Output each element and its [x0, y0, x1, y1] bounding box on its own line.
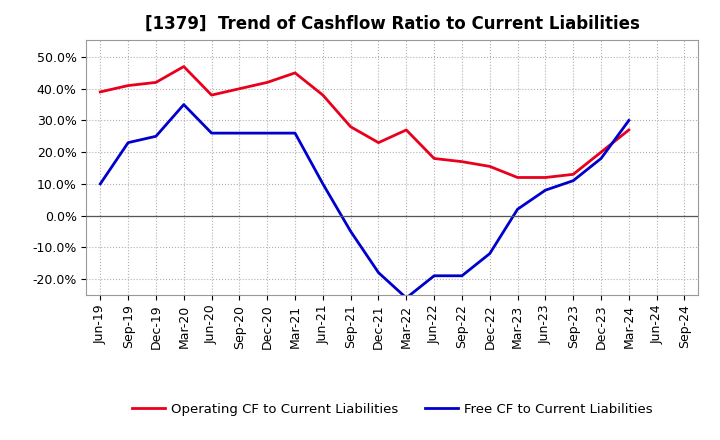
Operating CF to Current Liabilities — [263, 80, 271, 85]
Operating CF to Current Liabilities — [513, 175, 522, 180]
Operating CF to Current Liabilities — [402, 127, 410, 132]
Free CF to Current Liabilities — [291, 131, 300, 136]
Operating CF to Current Liabilities — [624, 127, 633, 132]
Free CF to Current Liabilities — [485, 251, 494, 256]
Operating CF to Current Liabilities — [569, 172, 577, 177]
Operating CF to Current Liabilities — [430, 156, 438, 161]
Operating CF to Current Liabilities — [541, 175, 550, 180]
Free CF to Current Liabilities — [569, 178, 577, 183]
Free CF to Current Liabilities — [346, 229, 355, 234]
Free CF to Current Liabilities — [263, 131, 271, 136]
Operating CF to Current Liabilities — [124, 83, 132, 88]
Operating CF to Current Liabilities — [346, 124, 355, 129]
Operating CF to Current Liabilities — [96, 89, 104, 95]
Title: [1379]  Trend of Cashflow Ratio to Current Liabilities: [1379] Trend of Cashflow Ratio to Curren… — [145, 15, 640, 33]
Operating CF to Current Liabilities — [235, 86, 243, 92]
Operating CF to Current Liabilities — [374, 140, 383, 145]
Free CF to Current Liabilities — [513, 206, 522, 212]
Free CF to Current Liabilities — [624, 118, 633, 123]
Free CF to Current Liabilities — [374, 270, 383, 275]
Free CF to Current Liabilities — [179, 102, 188, 107]
Operating CF to Current Liabilities — [152, 80, 161, 85]
Operating CF to Current Liabilities — [318, 92, 327, 98]
Operating CF to Current Liabilities — [597, 150, 606, 155]
Legend: Operating CF to Current Liabilities, Free CF to Current Liabilities: Operating CF to Current Liabilities, Fre… — [127, 397, 658, 421]
Operating CF to Current Liabilities — [207, 92, 216, 98]
Free CF to Current Liabilities — [458, 273, 467, 279]
Free CF to Current Liabilities — [124, 140, 132, 145]
Free CF to Current Liabilities — [152, 134, 161, 139]
Operating CF to Current Liabilities — [179, 64, 188, 69]
Line: Free CF to Current Liabilities: Free CF to Current Liabilities — [100, 105, 629, 298]
Operating CF to Current Liabilities — [291, 70, 300, 76]
Free CF to Current Liabilities — [430, 273, 438, 279]
Operating CF to Current Liabilities — [485, 164, 494, 169]
Free CF to Current Liabilities — [541, 187, 550, 193]
Free CF to Current Liabilities — [402, 295, 410, 301]
Free CF to Current Liabilities — [597, 156, 606, 161]
Free CF to Current Liabilities — [318, 181, 327, 187]
Line: Operating CF to Current Liabilities: Operating CF to Current Liabilities — [100, 66, 629, 177]
Free CF to Current Liabilities — [96, 181, 104, 187]
Operating CF to Current Liabilities — [458, 159, 467, 164]
Free CF to Current Liabilities — [207, 131, 216, 136]
Free CF to Current Liabilities — [235, 131, 243, 136]
